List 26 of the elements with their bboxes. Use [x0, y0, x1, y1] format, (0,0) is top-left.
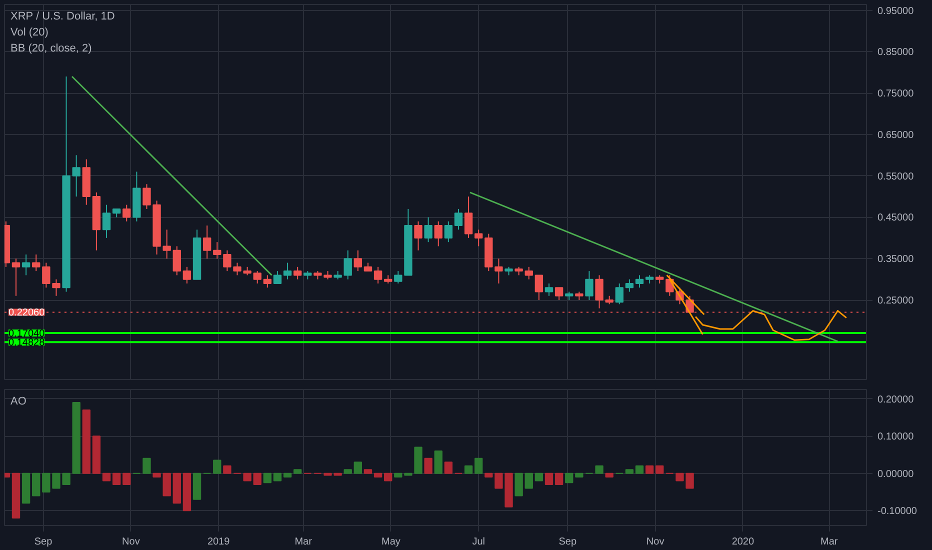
- x-tick-label: Mar: [820, 536, 838, 548]
- text: XRP / U.S. Dollar, 1D: [10, 10, 115, 22]
- y-tick-label: 0.75000: [878, 88, 914, 100]
- y-tick-label: 0.25000: [878, 296, 914, 307]
- x-tick-label: Nov: [122, 536, 140, 548]
- y-tick-label: 0.20000: [878, 394, 914, 406]
- x-tick-label: 2019: [207, 536, 230, 548]
- x-tick-label: Nov: [646, 536, 664, 548]
- y-tick-label: 0.65000: [878, 130, 914, 141]
- x-tick-label: Sep: [558, 536, 578, 548]
- x-tick-label: May: [382, 536, 400, 548]
- x-tick-label: 2020: [732, 536, 755, 548]
- x-tick-label: Jul: [472, 536, 486, 548]
- x-tick-label: Sep: [34, 536, 53, 548]
- text: AO: [10, 396, 27, 408]
- y-tick-label: 0.95000: [878, 6, 914, 17]
- y-tick-label: 0.55000: [878, 171, 914, 182]
- annotation: BB (20, close, 2): [10, 42, 92, 54]
- y-tick-label: 0.85000: [878, 47, 914, 58]
- y-tick-label: -0.10000: [878, 506, 918, 518]
- y-tick-label: 0.35000: [878, 254, 914, 266]
- y-tick-label: 0.45000: [878, 212, 914, 224]
- y-tick-label: 0.00000: [878, 468, 914, 480]
- annotation: Vol (20): [10, 26, 48, 38]
- x-tick-label: Mar: [294, 536, 313, 548]
- y-tick-label: 0.10000: [878, 432, 914, 443]
